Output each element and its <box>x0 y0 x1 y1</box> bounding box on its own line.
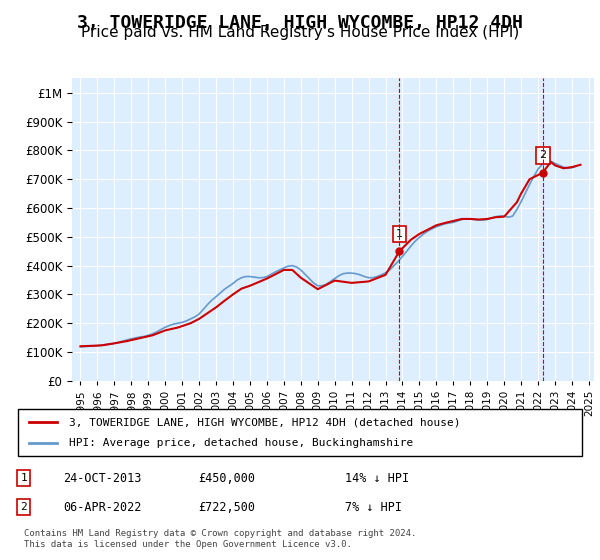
Text: 3, TOWERIDGE LANE, HIGH WYCOMBE, HP12 4DH (detached house): 3, TOWERIDGE LANE, HIGH WYCOMBE, HP12 4D… <box>69 417 460 427</box>
Text: 2: 2 <box>539 151 546 160</box>
Text: £722,500: £722,500 <box>199 501 256 514</box>
Text: 3, TOWERIDGE LANE, HIGH WYCOMBE, HP12 4DH: 3, TOWERIDGE LANE, HIGH WYCOMBE, HP12 4D… <box>77 14 523 32</box>
Text: 1: 1 <box>20 473 27 483</box>
Text: 2: 2 <box>20 502 27 512</box>
Text: £450,000: £450,000 <box>199 472 256 484</box>
Text: Price paid vs. HM Land Registry's House Price Index (HPI): Price paid vs. HM Land Registry's House … <box>81 25 519 40</box>
FancyBboxPatch shape <box>18 409 582 456</box>
Text: 06-APR-2022: 06-APR-2022 <box>63 501 142 514</box>
Text: 24-OCT-2013: 24-OCT-2013 <box>63 472 142 484</box>
Text: HPI: Average price, detached house, Buckinghamshire: HPI: Average price, detached house, Buck… <box>69 438 413 448</box>
Text: 7% ↓ HPI: 7% ↓ HPI <box>345 501 402 514</box>
Text: Contains HM Land Registry data © Crown copyright and database right 2024.
This d: Contains HM Land Registry data © Crown c… <box>24 529 416 549</box>
Text: 14% ↓ HPI: 14% ↓ HPI <box>345 472 409 484</box>
Text: 1: 1 <box>396 229 403 239</box>
